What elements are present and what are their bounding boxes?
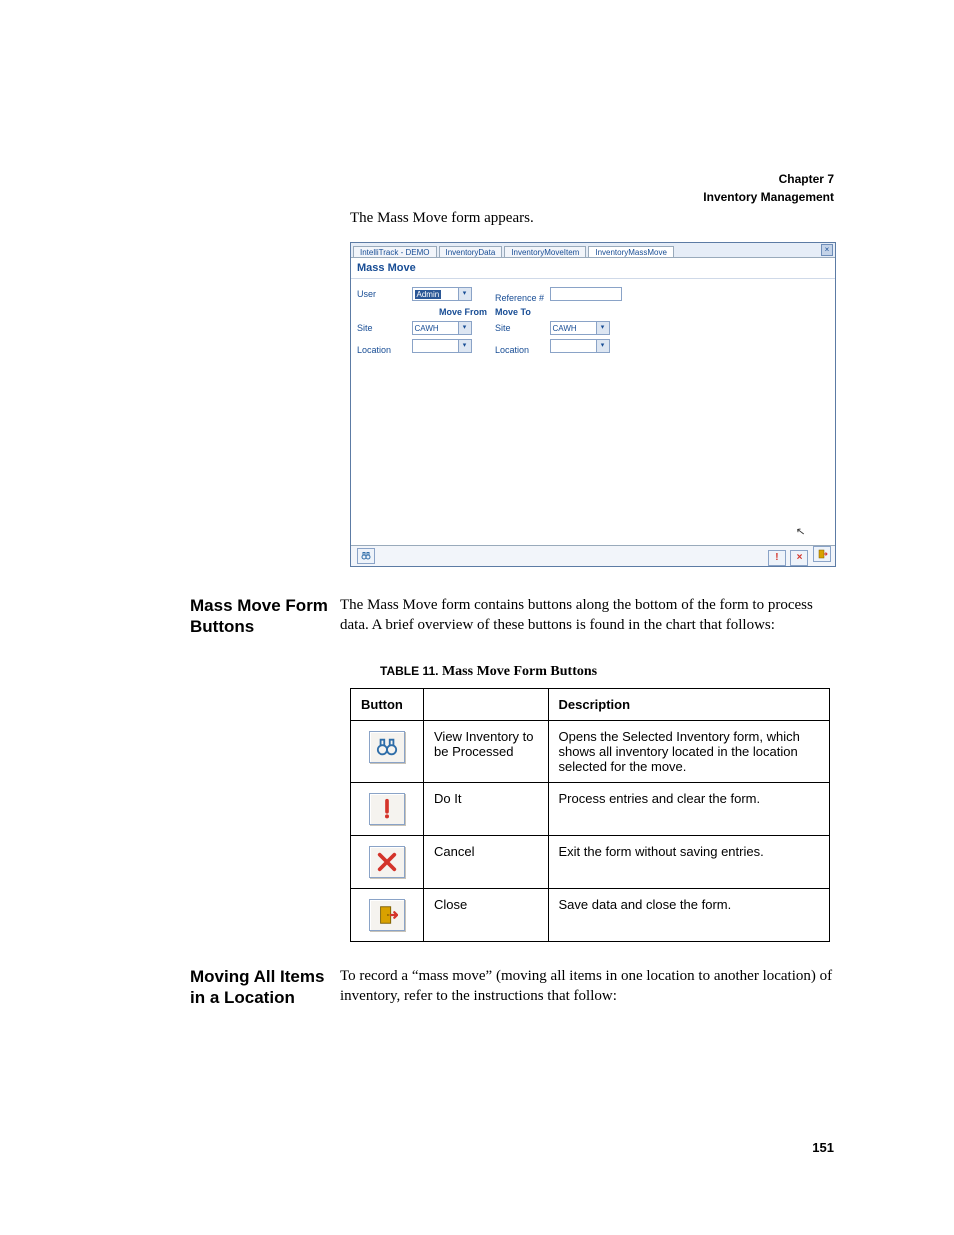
button-desc: Save data and close the form.	[548, 888, 830, 941]
cursor-icon: ↖	[795, 524, 806, 538]
section-moving-all: Moving All Items in a Location To record…	[190, 966, 834, 1009]
table-caption-label: TABLE 11.	[380, 664, 438, 678]
tab-intellitrack[interactable]: IntelliTrack - DEMO	[353, 246, 437, 257]
reference-input[interactable]	[550, 287, 622, 301]
user-label: User	[357, 289, 409, 299]
chevron-down-icon: ▾	[458, 340, 471, 352]
button-name: Close	[424, 888, 549, 941]
site-to-value: CAWH	[553, 324, 577, 333]
chapter-title: Inventory Management	[703, 188, 834, 206]
button-desc: Opens the Selected Inventory form, which…	[548, 720, 830, 782]
button-desc: Exit the form without saving entries.	[548, 835, 830, 888]
site-to-select[interactable]: CAWH ▾	[550, 321, 610, 335]
cancel-button[interactable]: ×	[790, 550, 808, 566]
user-value: Admin	[415, 290, 442, 299]
tab-inventorymassmove[interactable]: InventoryMassMove	[588, 246, 674, 257]
table-row: Cancel Exit the form without saving entr…	[351, 835, 830, 888]
binoculars-icon	[369, 731, 405, 763]
cross-icon	[369, 846, 405, 878]
close-icon[interactable]: ×	[821, 244, 833, 256]
table-caption: TABLE 11. Mass Move Form Buttons	[380, 664, 834, 680]
tab-inventorydata[interactable]: InventoryData	[439, 246, 503, 257]
side-heading: Moving All Items in a Location	[190, 966, 340, 1009]
tab-inventorymoveitem[interactable]: InventoryMoveItem	[504, 246, 586, 257]
site-from-label: Site	[357, 323, 409, 333]
site-from-value: CAWH	[415, 324, 439, 333]
move-from-label: Move From	[439, 307, 487, 317]
do-it-button[interactable]: !	[768, 550, 786, 566]
form-footer: ! ×	[351, 545, 835, 566]
col-button: Button	[351, 688, 424, 720]
col-desc: Description	[548, 688, 830, 720]
button-name: Do It	[424, 782, 549, 835]
exclaim-icon	[369, 793, 405, 825]
table-header-row: Button Description	[351, 688, 830, 720]
chevron-down-icon: ▾	[458, 288, 471, 300]
user-select[interactable]: Admin ▾	[412, 287, 472, 301]
form-title: Mass Move	[351, 258, 835, 279]
move-to-label: Move To	[495, 307, 531, 317]
chapter-label: Chapter 7	[703, 170, 834, 188]
page-number: 151	[812, 1140, 834, 1155]
button-name: View Inventory to be Processed	[424, 720, 549, 782]
mass-move-form-figure: × IntelliTrack - DEMO InventoryData Inve…	[350, 242, 836, 567]
table-caption-text: Mass Move Form Buttons	[442, 664, 597, 679]
site-to-label: Site	[495, 323, 547, 333]
tab-bar: IntelliTrack - DEMO InventoryData Invent…	[351, 243, 835, 258]
location-from-select[interactable]: ▾	[412, 339, 472, 353]
table-row: Close Save data and close the form.	[351, 888, 830, 941]
close-button[interactable]	[813, 546, 831, 562]
table-row: View Inventory to be Processed Opens the…	[351, 720, 830, 782]
col-name	[424, 688, 549, 720]
side-heading: Mass Move Form Buttons	[190, 595, 340, 638]
document-page: Chapter 7 Inventory Management The Mass …	[0, 0, 954, 1235]
site-from-select[interactable]: CAWH ▾	[412, 321, 472, 335]
location-to-label: Location	[495, 345, 547, 355]
chevron-down-icon: ▾	[458, 322, 471, 334]
intro-paragraph: The Mass Move form appears.	[350, 210, 834, 227]
form-body: User Admin ▾ Reference # Move From Move T…	[351, 279, 835, 545]
chevron-down-icon: ▾	[596, 322, 609, 334]
chevron-down-icon: ▾	[596, 340, 609, 352]
location-from-label: Location	[357, 345, 409, 355]
button-desc: Process entries and clear the form.	[548, 782, 830, 835]
running-header: Chapter 7 Inventory Management	[703, 170, 834, 206]
buttons-table: Button Description View Inventory to be …	[350, 688, 830, 942]
table-row: Do It Process entries and clear the form…	[351, 782, 830, 835]
view-inventory-button[interactable]	[357, 548, 375, 564]
section-body: The Mass Move form contains buttons alon…	[340, 595, 834, 636]
door-icon	[369, 899, 405, 931]
reference-label: Reference #	[495, 293, 547, 303]
location-to-select[interactable]: ▾	[550, 339, 610, 353]
section-mass-move-buttons: Mass Move Form Buttons The Mass Move for…	[190, 595, 834, 638]
button-name: Cancel	[424, 835, 549, 888]
section-body: To record a “mass move” (moving all item…	[340, 966, 834, 1007]
